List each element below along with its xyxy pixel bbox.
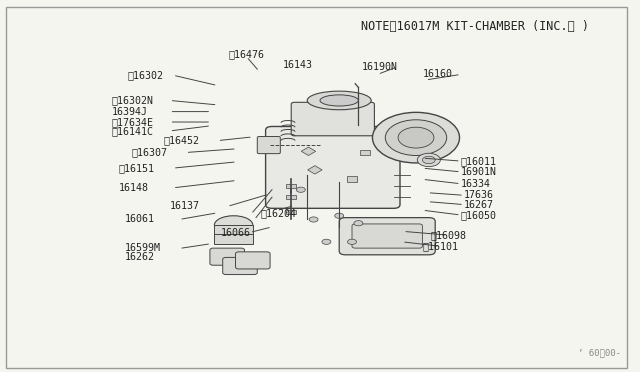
Text: 16143: 16143 [283, 60, 312, 70]
Text: ※16050: ※16050 [461, 210, 497, 220]
Bar [347, 176, 357, 182]
FancyBboxPatch shape [339, 218, 435, 255]
Text: 16262: 16262 [125, 253, 155, 262]
Bar [286, 210, 296, 214]
Circle shape [296, 187, 305, 192]
Text: NOTE、16017M KIT-CHAMBER (INC.※ ): NOTE、16017M KIT-CHAMBER (INC.※ ) [361, 20, 589, 33]
Text: ※16204: ※16204 [260, 208, 296, 218]
FancyBboxPatch shape [257, 137, 280, 154]
Text: 16334: 16334 [461, 179, 491, 189]
FancyBboxPatch shape [210, 248, 244, 265]
Circle shape [354, 221, 363, 226]
FancyBboxPatch shape [266, 126, 400, 208]
Text: ※16307: ※16307 [131, 148, 167, 157]
Text: 16061: 16061 [125, 215, 155, 224]
Text: ’ 60、00‐: ’ 60、00‐ [578, 348, 621, 357]
Text: ※16476: ※16476 [228, 49, 264, 59]
Circle shape [322, 239, 331, 244]
Text: ※16141C: ※16141C [112, 126, 154, 136]
Text: 16394J: 16394J [112, 107, 148, 116]
Bar [286, 195, 296, 199]
Text: 16267: 16267 [464, 200, 494, 209]
Text: ※16302: ※16302 [128, 70, 164, 80]
Circle shape [385, 120, 447, 155]
Text: ※17634E: ※17634E [112, 117, 154, 127]
Text: ※16302N: ※16302N [112, 96, 154, 105]
Circle shape [417, 153, 440, 167]
Circle shape [422, 156, 435, 164]
Bar [360, 150, 370, 155]
Text: ※16011: ※16011 [461, 156, 497, 166]
FancyBboxPatch shape [291, 102, 374, 136]
Text: ※16452: ※16452 [163, 136, 199, 145]
Circle shape [348, 239, 356, 244]
Text: 16066: 16066 [221, 228, 251, 237]
Bar [303, 147, 317, 155]
Ellipse shape [320, 95, 358, 106]
Text: 16148: 16148 [118, 183, 148, 193]
Text: 16901N: 16901N [461, 167, 497, 177]
Text: 17636: 17636 [464, 190, 494, 200]
Circle shape [335, 213, 344, 218]
Ellipse shape [307, 91, 371, 110]
Ellipse shape [214, 216, 253, 234]
FancyBboxPatch shape [236, 252, 270, 269]
FancyBboxPatch shape [352, 224, 422, 248]
Text: ※16151: ※16151 [118, 163, 154, 173]
Text: 16190N: 16190N [362, 62, 397, 72]
Bar [286, 184, 296, 188]
Circle shape [398, 127, 434, 148]
Circle shape [372, 112, 460, 163]
Bar [214, 225, 253, 244]
Circle shape [309, 217, 318, 222]
FancyBboxPatch shape [223, 257, 257, 275]
Text: ※16098: ※16098 [430, 230, 466, 240]
Text: 16137: 16137 [170, 202, 200, 211]
Text: 16160: 16160 [422, 70, 452, 79]
Bar [308, 166, 322, 174]
Text: 16599M: 16599M [125, 244, 161, 253]
Text: ※16101: ※16101 [422, 241, 458, 251]
